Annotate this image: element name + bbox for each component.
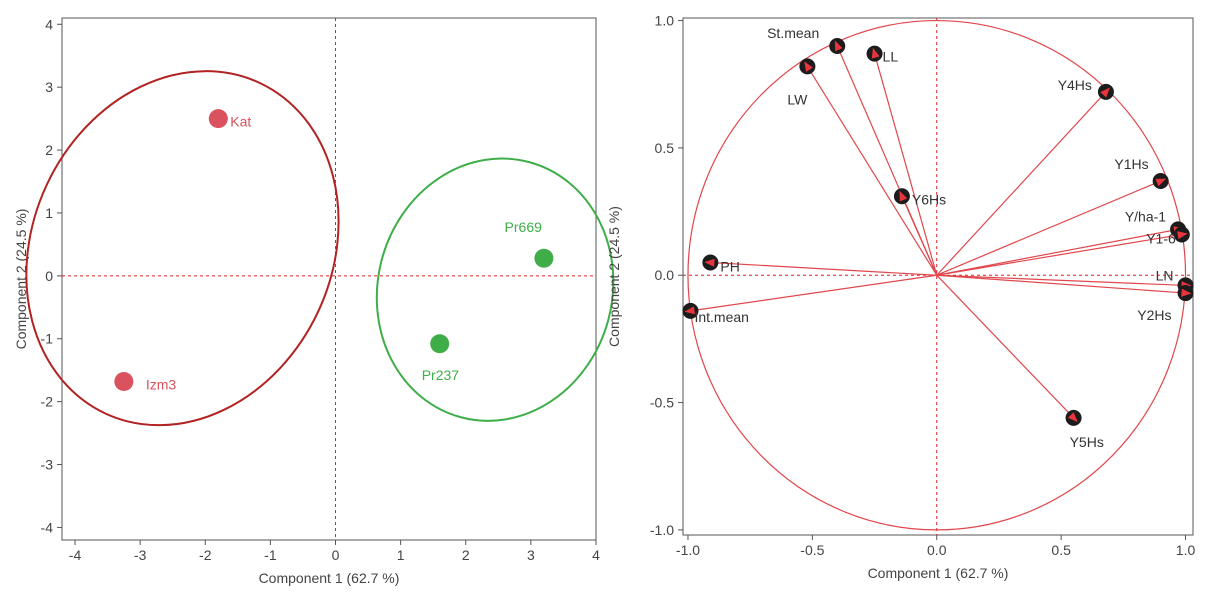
loading-vector: [873, 53, 938, 276]
loading-vector: [936, 233, 1182, 276]
loading-vector: [901, 196, 938, 276]
y-tick-label: 1: [45, 205, 53, 221]
x-tick-label: 0: [332, 547, 340, 563]
y-tick-label: 0.0: [655, 267, 675, 283]
loading-vector: [690, 274, 937, 312]
x-tick-label: -2: [199, 547, 212, 563]
x-tick-label: 3: [527, 547, 535, 563]
x-tick-label: 2: [462, 547, 470, 563]
loading-label: Y/ha-1: [1125, 208, 1166, 224]
y-tick-label: -2: [41, 394, 54, 410]
group-ellipse-green: [375, 157, 615, 422]
loading-vector: [806, 66, 938, 276]
group-ellipse-red: [25, 70, 340, 427]
loading-y2hs-arrowhead: [1181, 288, 1192, 297]
x-tick-label: 1: [397, 547, 405, 563]
y-tick-label: 2: [45, 142, 53, 158]
x-tick-label: 0.0: [927, 542, 947, 558]
point-label: Pr237: [422, 367, 460, 383]
plot-frame: [61, 17, 597, 541]
x-tick-label: 4: [592, 547, 600, 563]
loading-ph-arrowhead: [704, 258, 715, 267]
loading-label: LL: [883, 49, 899, 65]
x-axis-title: Component 1 (62.7 %): [868, 565, 1009, 581]
loading-label: LW: [787, 91, 808, 107]
point-kat: [208, 109, 228, 129]
loading-ll-arrowhead: [871, 47, 880, 59]
loading-int-mean-arrowhead: [684, 306, 695, 315]
y-tick-label: 3: [45, 79, 53, 95]
y-tick-label: -0.5: [650, 395, 674, 411]
loading-label: Y1-6: [1146, 230, 1176, 246]
y-tick-label: -1: [41, 331, 54, 347]
loading-vector: [936, 91, 1107, 276]
loading-label: LN: [1156, 267, 1174, 283]
loading-y1hs-arrowhead: [1155, 178, 1167, 187]
loading-label: Y4Hs: [1058, 77, 1092, 93]
loading-label: Int.mean: [694, 309, 748, 325]
loading-y1-6-arrowhead: [1177, 231, 1188, 240]
loading-label: St.mean: [767, 25, 819, 41]
y-tick-label: -3: [41, 457, 54, 473]
x-tick-label: 1.0: [1176, 542, 1196, 558]
y-axis-title: Component 2 (24.5 %): [13, 209, 29, 350]
loading-vector: [936, 274, 1186, 294]
loading-label: Y5Hs: [1070, 434, 1104, 450]
point-label: Izm3: [146, 377, 177, 393]
x-tick-label: 0.5: [1051, 542, 1071, 558]
y-tick-label: -1.0: [650, 522, 674, 538]
unit-circle: [687, 19, 1187, 531]
y-tick-label: 4: [45, 16, 53, 32]
y-tick-label: 0: [45, 268, 53, 284]
loading-vector: [710, 261, 937, 276]
y-axis-title: Component 2 (24.5 %): [606, 206, 622, 347]
loading-vector: [936, 228, 1179, 276]
loading-y6hs-arrowhead: [899, 190, 908, 202]
loading-label: Y1Hs: [1114, 156, 1148, 172]
loading-y5hs-arrowhead: [1067, 412, 1078, 423]
y-tick-label: -4: [41, 519, 54, 535]
x-tick-label: -1: [264, 547, 277, 563]
point-izm3: [114, 372, 134, 392]
loading-y4hs-arrowhead: [1100, 87, 1110, 98]
point-pr237: [430, 334, 450, 354]
x-tick-label: -0.5: [800, 542, 824, 558]
x-tick-label: -3: [134, 547, 147, 563]
loading-label: Y2Hs: [1137, 307, 1171, 323]
loading-vector: [936, 274, 1186, 287]
loading-label: Y6Hs: [912, 191, 946, 207]
point-label: Pr669: [505, 219, 543, 235]
loading-vector: [936, 274, 1075, 419]
point-pr669: [534, 248, 554, 268]
plot-frame: [682, 17, 1194, 536]
y-tick-label: 0.5: [655, 140, 675, 156]
loading-vector: [936, 180, 1161, 276]
loading-label: PH: [720, 258, 739, 274]
point-label: Kat: [230, 114, 251, 130]
y-tick-label: 1.0: [655, 13, 675, 29]
x-axis-title: Component 1 (62.7 %): [259, 570, 400, 586]
x-tick-label: -4: [69, 547, 82, 563]
loading-lw-arrowhead: [804, 61, 813, 72]
x-tick-label: -1.0: [676, 542, 700, 558]
loading-st-mean-arrowhead: [834, 40, 843, 52]
